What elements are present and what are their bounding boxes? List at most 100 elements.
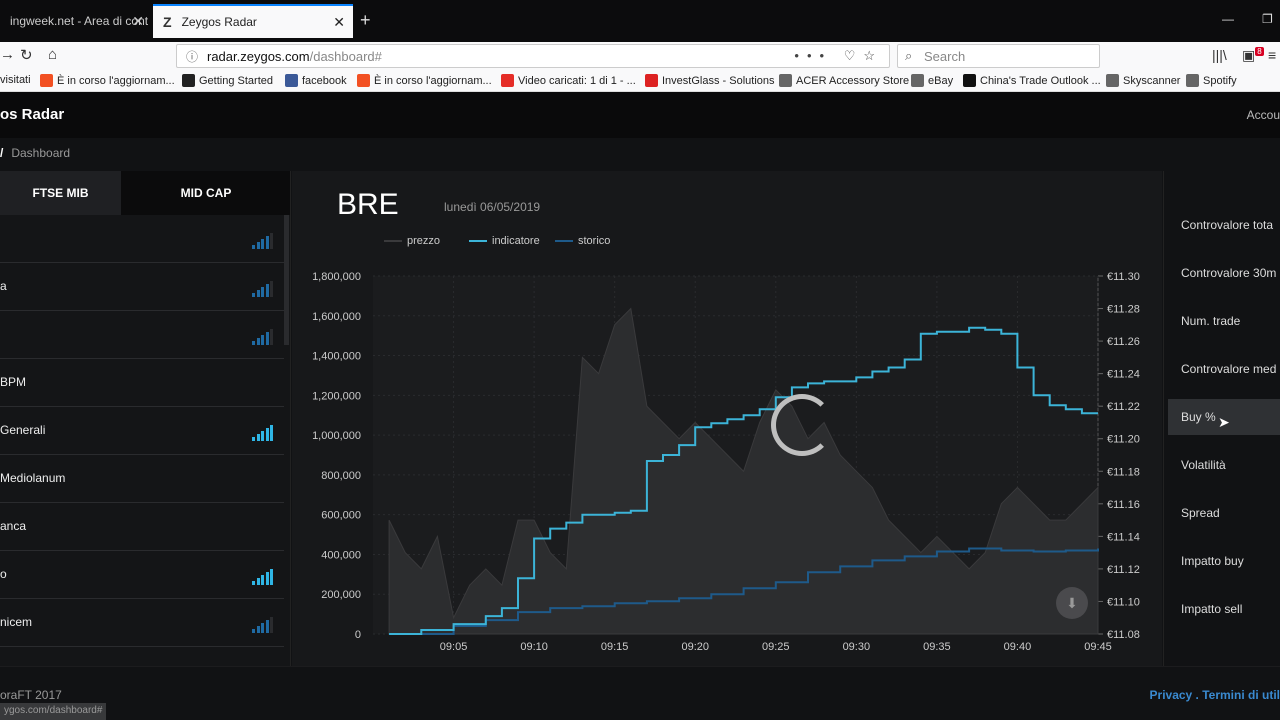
footer-links[interactable]: Privacy . Termini di util (1149, 688, 1280, 702)
tab-ftse-mib[interactable]: FTSE MIB (0, 171, 121, 215)
bookmark-item[interactable]: È in corso l'aggiornam... (357, 74, 492, 87)
x-tick-label: 09:25 (762, 641, 790, 653)
bookmark-item[interactable]: China's Trade Outlook ... (963, 74, 1101, 87)
breadcrumb-dashboard[interactable]: Dashboard (11, 146, 71, 160)
stock-row[interactable]: Generali (0, 407, 284, 455)
bookmark-item[interactable]: Getting Started (182, 74, 273, 87)
metrics-panel: Controvalore tota Controvalore 30m Num. tr… (1163, 171, 1280, 666)
search-placeholder: Search (924, 48, 966, 64)
globe-icon (911, 74, 924, 87)
url-bar[interactable]: ⓘ radar.zeygos.com/dashboard# ••• ♡☆ (176, 44, 890, 68)
y-right-tick-label: €11.30 (1107, 271, 1140, 283)
globe-icon (1186, 74, 1199, 87)
forward-icon[interactable]: → (0, 46, 15, 63)
chart-svg: 0 200,000 400,000 600,000 800,000 1,000,000 1,… (312, 271, 1140, 653)
search-input[interactable]: ⌕ Search (897, 44, 1100, 68)
bookmark-star-icon[interactable]: ☆ (863, 48, 883, 63)
stock-row[interactable] (0, 311, 284, 359)
minimize-icon[interactable]: — (1222, 12, 1234, 26)
stock-row[interactable]: anca (0, 503, 284, 551)
bookmark-label: Spotify (1203, 74, 1237, 87)
new-tab-button[interactable]: + (360, 10, 371, 30)
x-tick-label: 09:10 (520, 641, 548, 653)
close-icon[interactable]: ✕ (132, 12, 144, 29)
y-left-tick-label: 1,400,000 (312, 351, 361, 363)
tab-ingweek[interactable]: ingweek.net - Area di cont ✕ (0, 4, 152, 38)
investglass-icon (645, 74, 658, 87)
y-left-tick-label: 1,600,000 (312, 311, 361, 323)
download-icon[interactable]: ⬇ (1056, 587, 1088, 619)
bookmark-item[interactable]: visitati (0, 74, 31, 86)
menu-icon[interactable]: ≡ (1268, 47, 1277, 63)
bookmark-item[interactable]: facebook (285, 74, 347, 87)
bookmark-item[interactable]: ACER Accessory Store (779, 74, 909, 87)
bookmark-label: eBay (928, 74, 954, 87)
facebook-icon (285, 74, 298, 87)
restore-icon[interactable]: ❐ (1262, 12, 1273, 26)
legend-label: prezzo (407, 235, 441, 247)
notifications-icon[interactable]: ▣ 8 (1242, 47, 1264, 63)
y-left-tick-label: 200,000 (321, 589, 361, 601)
browser-navbar: → ↻ ⌂ ⓘ radar.zeygos.com/dashboard# ••• … (0, 42, 1280, 70)
brand-title[interactable]: os Radar (0, 106, 65, 123)
x-tick-label: 09:45 (1084, 641, 1112, 653)
signal-bars-icon (252, 329, 274, 345)
tab-mid-cap[interactable]: MID CAP (121, 171, 290, 215)
globe-icon (1106, 74, 1119, 87)
stock-row[interactable] (0, 215, 284, 263)
bookmarks-bar: visitati È in corso l'aggiornam... Getting… (0, 70, 1280, 92)
metric-item[interactable]: Impatto sell (1181, 602, 1243, 616)
notification-badge: 8 (1255, 47, 1264, 57)
metric-item[interactable]: Controvalore med (1181, 362, 1277, 376)
legend-label: storico (578, 235, 611, 247)
x-tick-label: 09:05 (440, 641, 468, 653)
bookmark-item[interactable]: Skyscanner (1106, 74, 1180, 87)
info-icon[interactable]: ⓘ (186, 50, 199, 64)
signal-bars-icon (252, 617, 274, 633)
bookmark-label: facebook (302, 74, 347, 87)
legend-item-prezzo[interactable]: prezzo (384, 235, 440, 247)
metric-item[interactable]: Num. trade (1181, 314, 1241, 328)
account-link[interactable]: Accou (1246, 108, 1280, 122)
bookmark-label: Getting Started (199, 74, 273, 87)
stock-name: Mediolanum (0, 471, 66, 485)
legend-label: indicatore (492, 235, 540, 247)
reload-icon[interactable]: ↻ (20, 47, 33, 64)
bookmark-item[interactable]: eBay (911, 74, 953, 87)
stock-row[interactable]: BPM (0, 359, 284, 407)
stock-row[interactable]: Mediolanum (0, 455, 284, 503)
stock-row[interactable]: o (0, 551, 284, 599)
metric-item[interactable]: Volatilità (1181, 458, 1226, 472)
legend-item-storico[interactable]: storico (555, 235, 610, 247)
pocket-icon[interactable]: ♡ (843, 48, 864, 63)
y-right-tick-label: €11.08 (1107, 629, 1140, 641)
footer-copyright: oraFT 2017 (0, 688, 62, 702)
bookmark-item[interactable]: È in corso l'aggiornam... (40, 74, 175, 87)
footer: oraFT 2017 Privacy . Termini di util (0, 666, 1280, 720)
bookmark-item[interactable]: InvestGlass - Solutions (645, 74, 775, 87)
metric-item[interactable]: Impatto buy (1181, 554, 1244, 568)
legend-swatch (384, 240, 402, 242)
bookmark-item[interactable]: Spotify (1186, 74, 1237, 87)
close-icon[interactable]: ✕ (333, 13, 345, 30)
home-icon[interactable]: ⌂ (48, 46, 58, 63)
metric-item[interactable]: Controvalore 30m (1181, 266, 1277, 280)
series-prezzo-area (388, 307, 1099, 635)
signal-bars-icon (252, 425, 274, 441)
more-icon[interactable]: ••• (794, 48, 833, 63)
stock-list-scrollbar[interactable] (284, 215, 289, 345)
stock-row[interactable]: a (0, 263, 284, 311)
windows-icon (40, 74, 53, 87)
legend-swatch (469, 240, 487, 242)
stock-row[interactable]: nicem (0, 599, 284, 647)
ticker-symbol: BRE (337, 188, 399, 221)
library-icon[interactable]: |||\ (1212, 47, 1227, 63)
tab-zeygos-radar[interactable]: Z Zeygos Radar ✕ (153, 4, 353, 38)
search-icon: ⌕ (905, 48, 913, 63)
x-tick-label: 09:30 (843, 641, 871, 653)
metric-item[interactable]: Buy % (1168, 399, 1280, 435)
legend-item-indicatore[interactable]: indicatore (469, 235, 540, 247)
metric-item[interactable]: Controvalore tota (1181, 218, 1274, 232)
bookmark-item[interactable]: Video caricati: 1 di 1 - ... (501, 74, 636, 87)
metric-item[interactable]: Spread (1181, 506, 1220, 520)
